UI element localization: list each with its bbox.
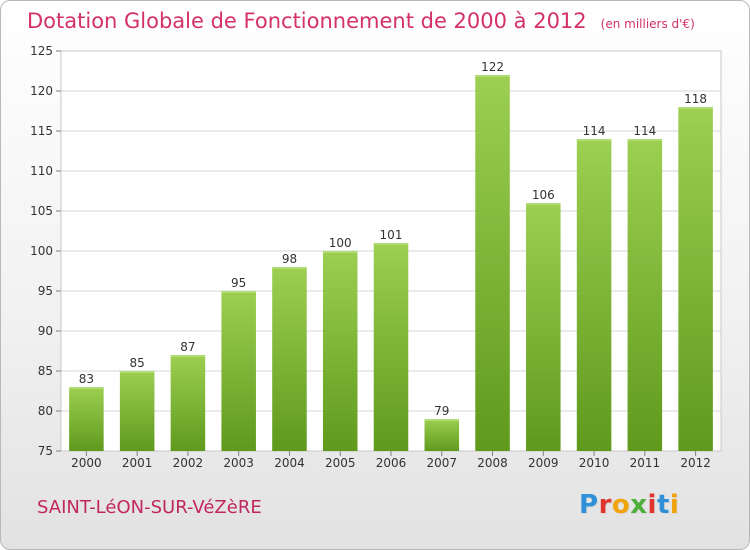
y-tick-label: 80 bbox=[38, 404, 53, 418]
data-label: 118 bbox=[684, 92, 707, 106]
x-tick-label: 2006 bbox=[376, 456, 407, 470]
x-axis-ticks: 2000 2001 2002 2003 2004 2005 2006 2007 2008 2009… bbox=[71, 451, 711, 470]
data-label: 85 bbox=[130, 356, 145, 370]
bar-2012 bbox=[678, 107, 713, 451]
bar-highlight bbox=[373, 243, 409, 245]
x-tick-label: 2007 bbox=[426, 456, 457, 470]
place-name: SAINT-LéON-SUR-VéZèRE bbox=[37, 497, 262, 518]
bar-2009 bbox=[526, 203, 561, 451]
bars bbox=[69, 75, 713, 451]
data-label: 83 bbox=[79, 372, 94, 386]
y-tick-label: 85 bbox=[38, 364, 53, 378]
y-tick-label: 120 bbox=[30, 84, 53, 98]
data-label: 79 bbox=[434, 404, 449, 418]
bar-highlight bbox=[69, 387, 104, 389]
data-label: 114 bbox=[633, 124, 656, 138]
data-label: 106 bbox=[532, 188, 555, 202]
bar-2006 bbox=[373, 243, 409, 451]
y-tick-label: 95 bbox=[38, 284, 53, 298]
x-tick-label: 2010 bbox=[579, 456, 610, 470]
bar-2010 bbox=[576, 139, 612, 451]
data-labels: 83 85 87 95 98 100 101 79 122 106 114 114 118 bbox=[79, 60, 707, 418]
bar-2000 bbox=[69, 387, 104, 451]
logo-letter: t bbox=[656, 490, 670, 520]
logo-letter: x bbox=[630, 490, 648, 520]
y-tick-label: 75 bbox=[38, 444, 53, 458]
bar-highlight bbox=[119, 371, 155, 373]
data-label: 98 bbox=[282, 252, 297, 266]
bar-highlight bbox=[322, 251, 358, 253]
data-label: 101 bbox=[380, 228, 403, 242]
y-tick-label: 110 bbox=[30, 164, 53, 178]
y-tick-label: 115 bbox=[30, 124, 53, 138]
data-label: 87 bbox=[180, 340, 195, 354]
logo-letter: i bbox=[647, 490, 657, 520]
y-tick-label: 90 bbox=[38, 324, 53, 338]
y-tick-label: 100 bbox=[30, 244, 53, 258]
bar-2007 bbox=[424, 419, 460, 451]
data-label: 100 bbox=[329, 236, 352, 250]
bar-2008 bbox=[475, 75, 510, 451]
proxiti-logo[interactable]: Proxiti bbox=[579, 490, 679, 520]
bar-highlight bbox=[627, 139, 663, 141]
y-tick-label: 105 bbox=[30, 204, 53, 218]
data-label: 95 bbox=[231, 276, 246, 290]
bar-2004 bbox=[272, 267, 307, 451]
bar-highlight bbox=[272, 267, 307, 269]
y-tick-label: 125 bbox=[30, 44, 53, 58]
bar-highlight bbox=[475, 75, 510, 77]
chart-title-text: Dotation Globale de Fonctionnement de 20… bbox=[27, 9, 587, 33]
chart-title: Dotation Globale de Fonctionnement de 20… bbox=[27, 9, 695, 33]
bar-highlight bbox=[221, 291, 256, 293]
x-tick-label: 2011 bbox=[630, 456, 661, 470]
logo-letter: i bbox=[669, 490, 680, 520]
bar-2002 bbox=[170, 355, 206, 451]
bar-highlight bbox=[678, 107, 713, 109]
x-tick-label: 2005 bbox=[325, 456, 356, 470]
logo-letter: r bbox=[598, 490, 612, 520]
x-tick-label: 2008 bbox=[477, 456, 508, 470]
bar-2001 bbox=[119, 371, 155, 451]
data-label: 122 bbox=[481, 60, 504, 74]
bar-highlight bbox=[170, 355, 206, 357]
logo-letter: o bbox=[611, 490, 631, 520]
bar-highlight bbox=[424, 419, 460, 421]
bar-2005 bbox=[322, 251, 358, 451]
bar-2011 bbox=[627, 139, 663, 451]
x-tick-label: 2004 bbox=[274, 456, 305, 470]
x-tick-label: 2012 bbox=[680, 456, 711, 470]
x-tick-label: 2000 bbox=[71, 456, 102, 470]
bar-highlight bbox=[526, 203, 561, 205]
x-tick-label: 2001 bbox=[122, 456, 153, 470]
bar-highlight bbox=[576, 139, 612, 141]
x-tick-label: 2003 bbox=[223, 456, 254, 470]
x-tick-label: 2002 bbox=[173, 456, 204, 470]
logo-letter: P bbox=[579, 490, 599, 520]
x-tick-label: 2009 bbox=[528, 456, 559, 470]
bar-2003 bbox=[221, 291, 256, 451]
chart-unit: (en milliers d'€) bbox=[600, 17, 695, 31]
y-axis-ticks: 75 80 85 90 95 100 105 110 115 120 125 bbox=[30, 44, 61, 458]
data-label: 114 bbox=[583, 124, 606, 138]
